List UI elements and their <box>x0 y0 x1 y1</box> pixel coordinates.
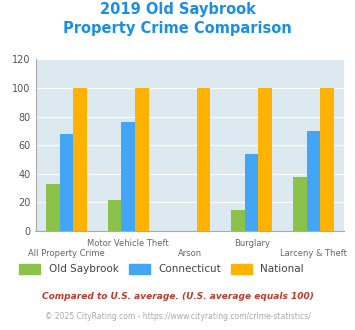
Text: Larceny & Theft: Larceny & Theft <box>280 249 347 258</box>
Bar <box>320 88 334 231</box>
Bar <box>307 131 320 231</box>
Text: Motor Vehicle Theft: Motor Vehicle Theft <box>87 239 169 248</box>
Bar <box>108 200 121 231</box>
Bar <box>73 88 87 231</box>
Text: Arson: Arson <box>178 249 202 258</box>
Bar <box>135 88 148 231</box>
Bar <box>46 184 60 231</box>
Bar <box>121 122 135 231</box>
Bar <box>60 134 73 231</box>
Bar <box>231 210 245 231</box>
Text: Compared to U.S. average. (U.S. average equals 100): Compared to U.S. average. (U.S. average … <box>42 292 313 301</box>
Text: All Property Crime: All Property Crime <box>28 249 105 258</box>
Bar <box>258 88 272 231</box>
Bar <box>245 154 258 231</box>
Text: 2019 Old Saybrook: 2019 Old Saybrook <box>99 2 256 16</box>
Text: © 2025 CityRating.com - https://www.cityrating.com/crime-statistics/: © 2025 CityRating.com - https://www.city… <box>45 312 310 321</box>
Bar <box>197 88 210 231</box>
Text: Burglary: Burglary <box>234 239 270 248</box>
Text: Property Crime Comparison: Property Crime Comparison <box>63 21 292 36</box>
Legend: Old Saybrook, Connecticut, National: Old Saybrook, Connecticut, National <box>20 264 304 275</box>
Bar <box>293 177 307 231</box>
